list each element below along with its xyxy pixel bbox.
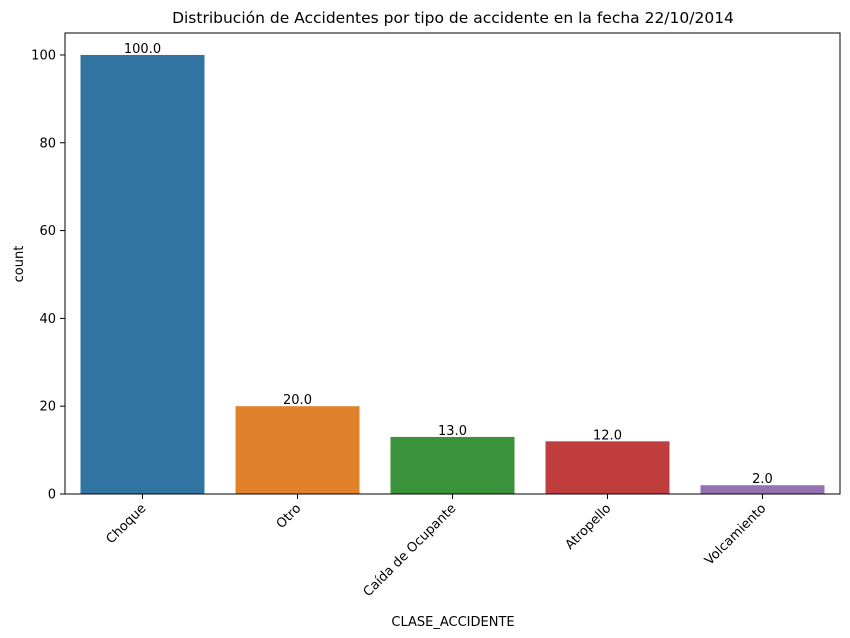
x-tick-label: Otro [274, 501, 305, 532]
bar-value-label: 20.0 [283, 393, 312, 408]
y-tick-label: 40 [39, 312, 56, 327]
x-tick-label: Caída de Ocupante [361, 501, 460, 600]
x-axis-label: CLASE_ACCIDENTE [391, 615, 514, 630]
y-tick-label: 100 [31, 48, 56, 63]
bars-group [80, 54, 825, 494]
x-tick-label: Volcamiento [702, 501, 769, 568]
bar-value-label: 100.0 [124, 42, 161, 57]
bar [390, 436, 515, 494]
bar [700, 485, 825, 494]
bar [80, 54, 205, 494]
y-tick-label: 0 [48, 488, 56, 503]
bar-labels-group: 100.0 20.0 13.0 12.0 2.0 [124, 42, 773, 487]
chart-title: Distribución de Accidentes por tipo de a… [172, 9, 734, 27]
bar-value-label: 13.0 [438, 424, 467, 439]
y-axis: 0 20 40 60 80 100 [31, 48, 65, 503]
x-tick-label: Choque [104, 501, 150, 547]
bar-value-label: 2.0 [752, 472, 773, 487]
y-tick-label: 80 [39, 136, 56, 151]
y-tick-label: 20 [39, 400, 56, 415]
y-axis-label: count [12, 246, 27, 283]
bar [545, 441, 670, 494]
bar [235, 406, 360, 494]
bar-value-label: 12.0 [593, 428, 622, 443]
x-axis: Choque Otro Caída de Ocupante Atropello Volc… [104, 494, 769, 600]
x-tick-label: Atropello [563, 501, 615, 553]
y-tick-label: 60 [39, 224, 56, 239]
